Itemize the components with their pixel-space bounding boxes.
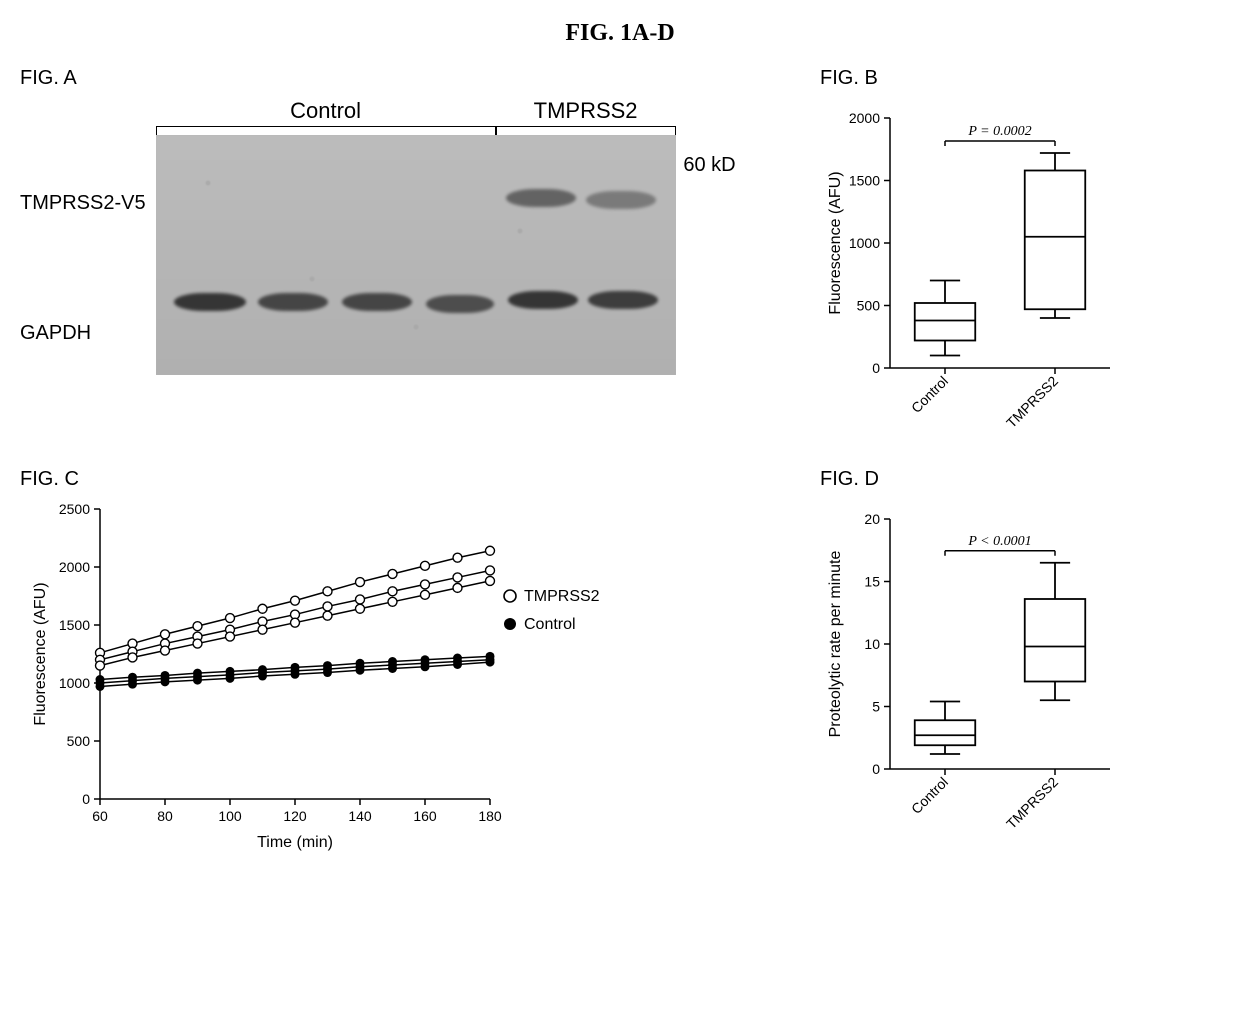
svg-text:140: 140 <box>348 808 372 824</box>
panel-b-label: FIG. B <box>820 67 1240 90</box>
row-label-tmprss2v5: TMPRSS2-V5 <box>20 192 146 215</box>
svg-text:500: 500 <box>857 298 881 314</box>
svg-text:100: 100 <box>218 808 242 824</box>
svg-text:500: 500 <box>67 733 91 749</box>
svg-text:2000: 2000 <box>849 110 880 126</box>
svg-text:15: 15 <box>864 574 880 590</box>
svg-text:TMPRSS2: TMPRSS2 <box>1003 774 1061 832</box>
figure-grid: FIG. A TMPRSS2-V5 GAPDH ControlTMPRSS2 6… <box>20 67 1220 859</box>
svg-text:10: 10 <box>864 636 880 652</box>
blot-band <box>342 293 412 311</box>
svg-text:1000: 1000 <box>849 235 880 251</box>
svg-text:5: 5 <box>872 699 880 715</box>
blot-band <box>258 293 328 311</box>
svg-text:1000: 1000 <box>59 675 90 691</box>
row-label-gapdh: GAPDH <box>20 322 146 345</box>
panel-d-boxplot: 0 5 10 15 20 Proteolytic rate per minute Contr… <box>820 499 1120 859</box>
western-blot-image <box>156 135 676 375</box>
kd-marker-label: 60 kD <box>683 154 735 177</box>
blot-group-label: Control <box>156 98 496 135</box>
blot-band <box>588 291 658 309</box>
svg-text:160: 160 <box>413 808 437 824</box>
svg-text:Proteolytic rate per minute: Proteolytic rate per minute <box>827 551 844 738</box>
blot-band <box>508 291 578 309</box>
panel-b-boxplot: 0 500 1000 1500 2000 Fluorescence (AFU) Contro… <box>820 98 1120 458</box>
svg-text:Control: Control <box>908 373 951 416</box>
svg-text:0: 0 <box>872 360 880 376</box>
blot-band <box>174 293 246 311</box>
blot-band <box>586 191 656 209</box>
svg-text:Fluorescence (AFU): Fluorescence (AFU) <box>32 582 49 725</box>
svg-text:120: 120 <box>283 808 307 824</box>
blot-band <box>426 295 494 313</box>
blot-band <box>506 189 576 207</box>
svg-text:TMPRSS2: TMPRSS2 <box>524 588 600 605</box>
blot-row-labels: TMPRSS2-V5 GAPDH <box>20 98 156 398</box>
svg-text:0: 0 <box>82 791 90 807</box>
svg-text:2500: 2500 <box>59 501 90 517</box>
svg-text:2000: 2000 <box>59 559 90 575</box>
svg-text:TMPRSS2: TMPRSS2 <box>1003 373 1061 431</box>
svg-text:1500: 1500 <box>59 617 90 633</box>
figure-main-title: FIG. 1A-D <box>20 20 1220 47</box>
svg-text:Fluorescence (AFU): Fluorescence (AFU) <box>827 171 844 314</box>
panel-d: FIG. D 0 5 10 15 20 Proteolytic rate per minu… <box>820 468 1240 859</box>
panel-c-lineplot: 0 500 1000 1500 2000 2500 60 80 100 120 140 160 180 F… <box>20 499 660 859</box>
svg-text:Control: Control <box>524 616 576 633</box>
svg-text:P < 0.0001: P < 0.0001 <box>967 534 1031 549</box>
panel-c: FIG. C 0 500 1000 1500 2000 2500 60 80 100 120 140… <box>20 468 800 859</box>
panel-b: FIG. B 0 500 1000 1500 2000 Fluorescence (AFU… <box>820 67 1240 458</box>
svg-text:Control: Control <box>908 774 951 817</box>
blot-group-label: TMPRSS2 <box>496 98 676 135</box>
svg-text:0: 0 <box>872 761 880 777</box>
panel-c-label: FIG. C <box>20 468 800 491</box>
svg-text:180: 180 <box>478 808 502 824</box>
svg-text:60: 60 <box>92 808 108 824</box>
svg-text:1500: 1500 <box>849 173 880 189</box>
svg-text:20: 20 <box>864 511 880 527</box>
blot-area: ControlTMPRSS2 60 kD <box>156 98 676 375</box>
panel-d-label: FIG. D <box>820 468 1240 491</box>
svg-text:P = 0.0002: P = 0.0002 <box>967 124 1031 139</box>
panel-a: FIG. A TMPRSS2-V5 GAPDH ControlTMPRSS2 6… <box>20 67 800 458</box>
svg-text:Time (min): Time (min) <box>257 834 333 851</box>
panel-a-label: FIG. A <box>20 67 800 90</box>
svg-text:80: 80 <box>157 808 173 824</box>
